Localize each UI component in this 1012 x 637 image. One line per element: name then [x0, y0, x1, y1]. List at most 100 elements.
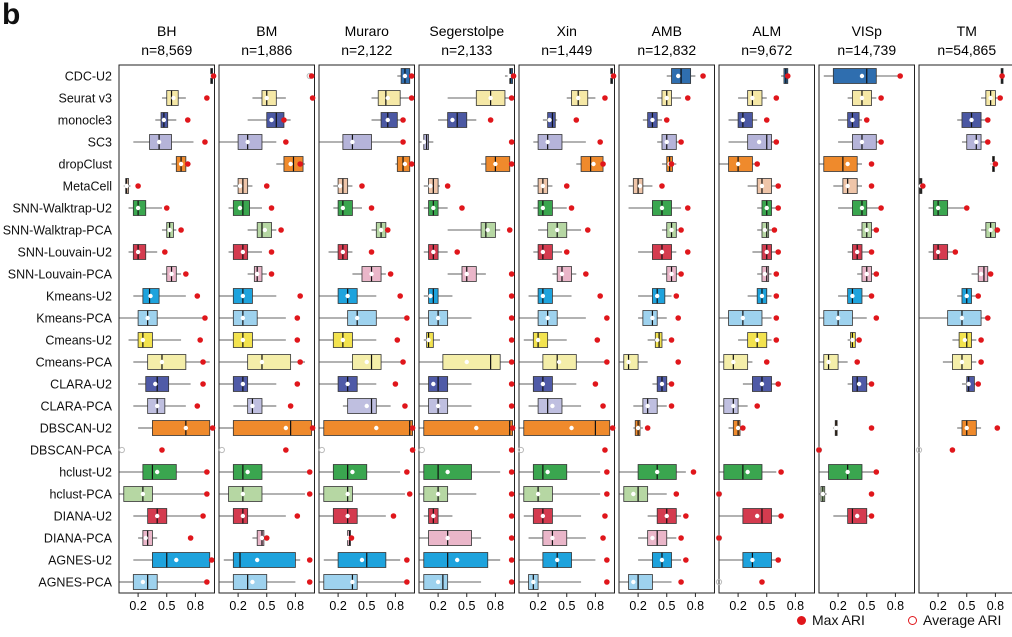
average-point: [740, 315, 746, 321]
average-point: [218, 446, 225, 454]
max-ari-point: [778, 513, 784, 519]
average-point: [378, 227, 384, 233]
max-ari-point: [287, 403, 294, 409]
average-point: [859, 205, 865, 211]
average-point: [174, 557, 179, 563]
average-point: [350, 139, 355, 145]
box: [347, 398, 377, 414]
dataset-name: VISp: [852, 23, 883, 39]
average-point: [488, 95, 493, 101]
max-ari-point: [952, 249, 959, 255]
box: [932, 244, 949, 260]
box: [961, 420, 977, 436]
box: [537, 288, 553, 304]
average-point: [345, 513, 350, 519]
average-point: [545, 315, 550, 321]
method-label: AGNES-U2: [48, 554, 112, 568]
x-tick-label: 0.8: [387, 599, 404, 613]
average-point: [664, 139, 669, 145]
average-point: [402, 73, 408, 79]
x-tick-label: 0.8: [287, 599, 304, 613]
box: [623, 486, 649, 502]
max-ari-point: [408, 161, 415, 167]
max-ari-point: [278, 227, 284, 233]
max-ari-point: [297, 293, 303, 299]
max-ari-point: [978, 359, 984, 365]
average-point: [631, 491, 636, 497]
average-point: [262, 227, 268, 233]
max-ari-point: [668, 337, 675, 343]
average-point: [664, 513, 669, 519]
panel-amb: AMB n=12,832 0.2 0.5 0.8: [618, 23, 715, 613]
max-ari-point: [678, 227, 684, 233]
max-ari-point: [878, 95, 884, 101]
max-ari-point: [775, 249, 782, 255]
box: [556, 266, 572, 282]
box: [728, 310, 763, 326]
max-ari-point: [673, 491, 680, 497]
average-point: [750, 557, 755, 563]
average-ari-marker: [908, 615, 917, 625]
legend-max: Max ARI: [797, 612, 865, 628]
average-point: [455, 557, 460, 563]
max-ari-point: [994, 227, 1001, 233]
max-ari-point: [984, 315, 991, 321]
average-point: [431, 381, 436, 387]
average-point: [245, 139, 250, 145]
panel-visp: VISp n=14,739 0.2 0.5 0.8: [815, 23, 915, 613]
max-ari-marker: [797, 615, 806, 625]
method-label: Cmeans-PCA: [36, 356, 113, 370]
box: [823, 354, 839, 370]
max-ari-point: [294, 381, 301, 387]
box: [828, 464, 863, 480]
average-point: [540, 205, 546, 211]
max-ari-point: [984, 139, 991, 145]
average-point: [845, 469, 850, 475]
average-point: [845, 183, 850, 189]
max-ari-point: [162, 249, 168, 255]
average-point: [431, 205, 436, 211]
max-ari-point: [975, 293, 982, 299]
max-ari-point: [508, 271, 515, 277]
max-ari-point: [663, 117, 670, 123]
max-ari-point: [600, 161, 606, 167]
dataset-n: n=2,122: [341, 42, 392, 58]
dataset-name: ALM: [752, 23, 781, 39]
average-point: [655, 469, 660, 475]
max-ari-point: [668, 381, 675, 387]
box: [542, 530, 568, 546]
max-ari-point: [775, 205, 782, 211]
box: [232, 310, 258, 326]
average-point: [171, 95, 176, 101]
method-label: Seurat v3: [58, 92, 112, 106]
method-label: DBSCAN-U2: [40, 422, 112, 436]
max-ari-point: [283, 139, 289, 145]
panel-bm: BM n=1,886 0.2 0.5 0.8: [218, 23, 316, 613]
max-ari-point: [306, 557, 313, 563]
average-point: [169, 271, 174, 277]
average-point: [759, 293, 765, 299]
method-label: Cmeans-U2: [45, 334, 112, 348]
average-point: [237, 183, 243, 189]
max-ari-point: [508, 513, 515, 519]
max-ari-point: [673, 293, 680, 299]
average-point: [340, 337, 346, 343]
max-ari-point: [583, 271, 589, 277]
max-ari-point: [678, 271, 684, 277]
max-ari-point: [868, 425, 875, 431]
average-point: [350, 469, 355, 475]
average-point: [364, 359, 369, 365]
max-ari-point: [668, 161, 675, 167]
average-point: [626, 359, 631, 365]
max-ari-point: [594, 337, 601, 343]
max-ari-point: [773, 95, 780, 101]
average-point: [161, 117, 167, 123]
box: [247, 354, 292, 370]
max-ari-point: [268, 271, 275, 277]
x-tick-label: 0.2: [529, 599, 546, 613]
max-ari-point: [778, 469, 784, 475]
average-point: [255, 557, 260, 563]
max-ari-point: [675, 359, 682, 365]
max-ari-point: [309, 95, 316, 101]
max-ari-point: [348, 535, 355, 541]
